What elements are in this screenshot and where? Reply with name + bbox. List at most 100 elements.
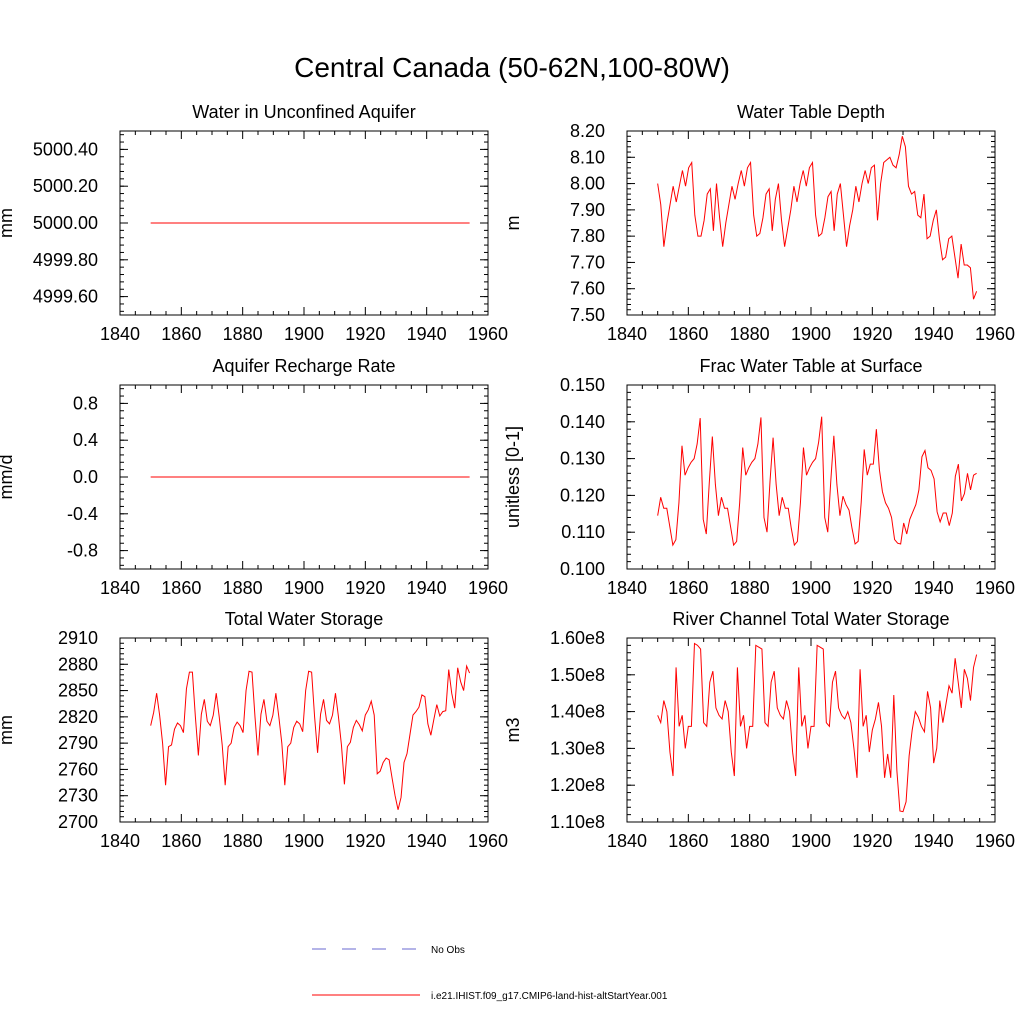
y-tick-label: 1.20e8 — [550, 775, 605, 795]
y-tick-label: 2700 — [58, 812, 98, 832]
y-axis-label: mm — [0, 715, 16, 745]
y-tick-label: 0.110 — [561, 522, 605, 542]
legend-label-no-obs: No Obs — [431, 945, 465, 956]
panel-1: Water Table Depth m 1840 1860 1880 1900 1920 19… — [503, 102, 1015, 344]
y-tick-label: -0.8 — [67, 541, 98, 561]
y-tick-label: 0.150 — [560, 375, 605, 395]
y-tick-label: 1.50e8 — [550, 665, 605, 685]
x-tick-label: 1920 — [345, 831, 385, 851]
panel-3: Frac Water Table at Surface unitless [0-1… — [503, 356, 1015, 598]
y-tick-label: 2910 — [58, 628, 98, 648]
x-tick-label: 1880 — [730, 578, 770, 598]
x-tick-label: 1880 — [730, 324, 770, 344]
x-tick-label: 1960 — [468, 578, 508, 598]
panel-title: Water Table Depth — [737, 102, 885, 122]
y-tick-label: 5000.00 — [33, 213, 98, 233]
y-tick-label: 1.40e8 — [550, 702, 605, 722]
y-tick-label: 0.0 — [73, 467, 98, 487]
x-tick-label: 1920 — [852, 578, 892, 598]
y-tick-label: -0.4 — [67, 504, 98, 524]
x-tick-label: 1860 — [668, 831, 708, 851]
y-axis-label: m — [503, 216, 523, 231]
y-tick-label: 8.10 — [570, 147, 605, 167]
x-tick-label: 1940 — [914, 578, 954, 598]
x-tick-label: 1960 — [975, 324, 1015, 344]
panel-title: Total Water Storage — [225, 609, 383, 629]
legend: No Obs i.e21.IHIST.f09_g17.CMIP6-land-hi… — [312, 945, 668, 1002]
panel-frame — [626, 384, 996, 570]
x-tick-label: 1900 — [284, 324, 324, 344]
y-tick-label: 0.8 — [73, 393, 98, 413]
legend-label-model: i.e21.IHIST.f09_g17.CMIP6-land-hist-altS… — [431, 991, 668, 1002]
x-tick-label: 1840 — [100, 578, 140, 598]
x-tick-label: 1880 — [223, 831, 263, 851]
y-tick-label: 2790 — [58, 733, 98, 753]
y-tick-label: 1.10e8 — [550, 812, 605, 832]
x-tick-label: 1900 — [284, 578, 324, 598]
y-tick-label: 8.00 — [570, 174, 605, 194]
y-tick-label: 7.80 — [570, 226, 605, 246]
y-tick-label: 8.20 — [570, 121, 605, 141]
panel-frame — [119, 637, 489, 823]
x-tick-label: 1920 — [852, 831, 892, 851]
main-title: Central Canada (50-62N,100-80W) — [294, 52, 730, 83]
y-tick-label: 7.50 — [570, 305, 605, 325]
panel-2: Aquifer Recharge Rate mm/d 1840 1860 1880 190… — [0, 356, 508, 598]
y-tick-label: 2730 — [58, 786, 98, 806]
y-tick-label: 1.60e8 — [550, 628, 605, 648]
x-tick-label: 1880 — [730, 831, 770, 851]
x-tick-label: 1960 — [975, 578, 1015, 598]
y-tick-label: 5000.20 — [33, 176, 98, 196]
x-tick-label: 1960 — [468, 831, 508, 851]
x-tick-label: 1860 — [161, 324, 201, 344]
x-tick-label: 1920 — [852, 324, 892, 344]
x-tick-label: 1920 — [345, 578, 385, 598]
y-tick-label: 2820 — [58, 707, 98, 727]
y-tick-label: 7.60 — [570, 279, 605, 299]
y-tick-label: 7.90 — [570, 200, 605, 220]
x-tick-label: 1900 — [791, 578, 831, 598]
y-tick-label: 2880 — [58, 654, 98, 674]
x-tick-label: 1940 — [914, 324, 954, 344]
y-tick-label: 4999.60 — [33, 287, 98, 307]
x-tick-label: 1880 — [223, 324, 263, 344]
panel-title: Frac Water Table at Surface — [699, 356, 922, 376]
x-tick-label: 1920 — [345, 324, 385, 344]
y-tick-label: 2760 — [58, 759, 98, 779]
x-tick-label: 1840 — [100, 324, 140, 344]
x-tick-label: 1880 — [223, 578, 263, 598]
y-tick-label: 0.4 — [73, 430, 98, 450]
series-line-model — [657, 136, 978, 300]
panel-frame — [626, 637, 996, 823]
series-line-model — [150, 664, 471, 810]
y-tick-label: 4999.80 — [33, 250, 98, 270]
x-tick-label: 1840 — [607, 578, 647, 598]
x-tick-label: 1940 — [407, 324, 447, 344]
x-tick-label: 1940 — [407, 831, 447, 851]
y-tick-label: 0.130 — [560, 449, 605, 469]
y-axis-label: mm — [0, 208, 16, 238]
series-line-model — [657, 642, 978, 813]
y-tick-label: 0.100 — [560, 559, 605, 579]
y-axis-label: m3 — [503, 717, 523, 742]
x-tick-label: 1860 — [668, 578, 708, 598]
x-tick-label: 1840 — [100, 831, 140, 851]
y-tick-label: 5000.40 — [33, 139, 98, 159]
y-tick-label: 1.30e8 — [550, 738, 605, 758]
series-line-model — [657, 416, 977, 547]
y-tick-label: 0.120 — [560, 485, 605, 505]
y-axis-label: mm/d — [0, 455, 16, 500]
x-tick-label: 1900 — [791, 831, 831, 851]
x-tick-label: 1860 — [668, 324, 708, 344]
x-tick-label: 1860 — [161, 578, 201, 598]
x-tick-label: 1900 — [791, 324, 831, 344]
y-tick-label: 0.140 — [560, 412, 605, 432]
panel-title: Aquifer Recharge Rate — [212, 356, 395, 376]
x-tick-label: 1860 — [161, 831, 201, 851]
x-tick-label: 1900 — [284, 831, 324, 851]
panel-title: Water in Unconfined Aquifer — [192, 102, 415, 122]
panel-0: Water in Unconfined Aquifer mm 1840 1860 188… — [0, 102, 508, 344]
panel-title: River Channel Total Water Storage — [672, 609, 949, 629]
